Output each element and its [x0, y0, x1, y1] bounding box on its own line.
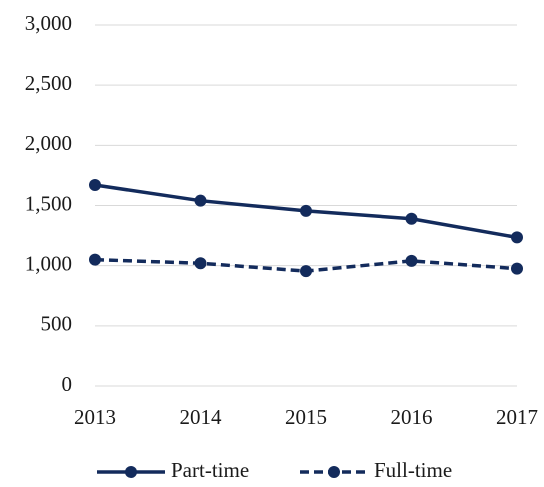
x-tick-label: 2016 — [391, 405, 433, 429]
x-tick-label: 2015 — [285, 405, 327, 429]
x-tick-label: 2017 — [496, 405, 538, 429]
y-tick-label: 3,000 — [25, 11, 72, 35]
legend-marker — [328, 466, 340, 478]
y-tick-label: 0 — [62, 372, 73, 396]
y-tick-label: 1,000 — [25, 251, 72, 275]
legend-marker — [125, 466, 137, 478]
legend-label: Part-time — [171, 458, 249, 482]
y-tick-label: 2,000 — [25, 131, 72, 155]
legend-label: Full-time — [374, 458, 452, 482]
point — [300, 204, 312, 217]
point — [511, 262, 523, 275]
y-tick-label: 500 — [41, 312, 73, 336]
point — [300, 265, 312, 278]
point — [405, 212, 418, 225]
point — [511, 231, 523, 244]
y-tick-label: 2,500 — [25, 71, 72, 95]
y-tick-label: 1,500 — [25, 191, 72, 215]
x-tick-label: 2013 — [74, 405, 116, 429]
point — [194, 194, 207, 207]
point — [405, 254, 418, 267]
point — [89, 253, 101, 266]
point — [89, 179, 101, 192]
point — [194, 257, 207, 270]
x-tick-label: 2014 — [180, 405, 223, 429]
